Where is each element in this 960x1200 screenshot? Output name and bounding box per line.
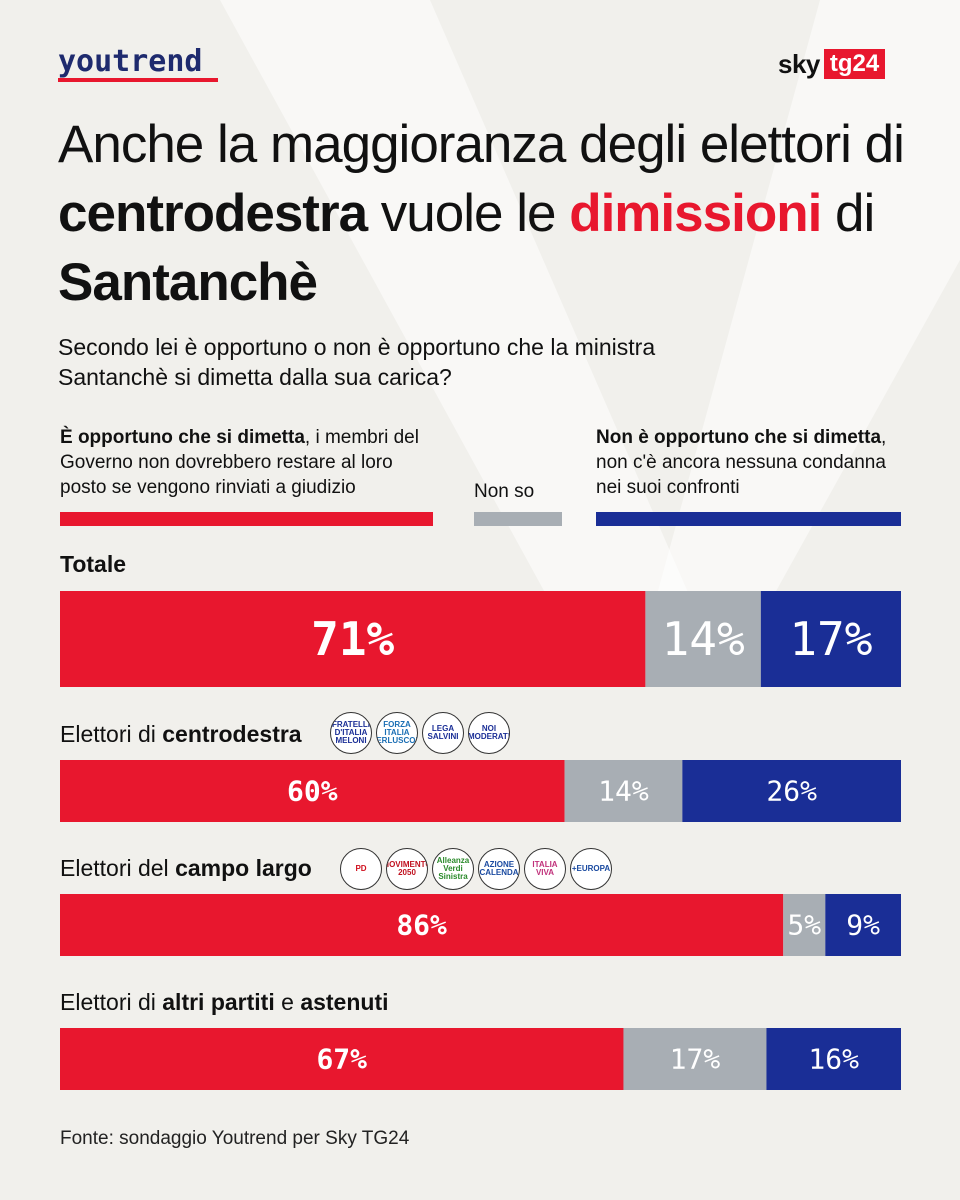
bar-label-altri-series-1: 17% xyxy=(670,1043,721,1076)
category-label-altri-plain: Elettori di xyxy=(60,989,163,1015)
bar-totale-series-0 xyxy=(60,591,646,687)
bar-label-totale-series-0: 71% xyxy=(311,612,394,666)
party-logo-piu-europa: +EUROPA xyxy=(570,848,612,890)
category-label-campo-largo-bold: campo largo xyxy=(175,855,312,881)
headline-part3: di xyxy=(821,184,875,243)
legend-grey: Non so xyxy=(474,481,535,502)
category-label-campo-largo: Elettori del campo largo xyxy=(60,855,312,882)
category-label-altri: Elettori di altri partiti e astenuti xyxy=(60,989,389,1016)
source-note: Fonte: sondaggio Youtrend per Sky TG24 xyxy=(60,1128,410,1149)
legend-red-rest: , i membri del Governo non dovrebbero re… xyxy=(60,427,419,498)
bar-centrodestra-series-2 xyxy=(682,760,901,822)
category-label-totale-bold: Totale xyxy=(60,551,127,577)
legend-red: È opportuno che si dimetta, i membri del… xyxy=(60,425,435,500)
headline-bold2: Santanchè xyxy=(58,253,318,312)
category-label-centrodestra-plain: Elettori di xyxy=(60,721,163,747)
party-logo-noi-moderati: NOI MODERATI xyxy=(468,712,510,754)
bar-label-totale-series-2: 17% xyxy=(789,612,872,666)
bar-campo-largo-series-0 xyxy=(60,894,784,956)
headline-bold1: centrodestra xyxy=(58,184,368,243)
headline-part1: Anche la maggioranza degli elettori di xyxy=(58,115,905,174)
legend-blue-rest: , non c'è ancora nessuna condanna nei su… xyxy=(596,427,887,498)
tg24-logo-text: tg24 xyxy=(823,49,886,79)
bar-campo-largo-series-2 xyxy=(825,894,901,956)
skytg24-logo: sky tg24 xyxy=(778,48,886,80)
category-label-centrodestra: Elettori di centrodestra xyxy=(60,721,302,748)
legend-red-bold: È opportuno che si dimetta xyxy=(60,427,305,448)
bar-centrodestra-series-0 xyxy=(60,760,565,822)
bar-centrodestra-series-1 xyxy=(564,760,683,822)
legend-blue-swatch xyxy=(596,512,901,526)
bar-label-campo-largo-series-0: 86% xyxy=(396,909,447,942)
party-logo-pd: PD xyxy=(340,848,382,890)
party-logo-azione: AZIONE CALENDA xyxy=(478,848,520,890)
bar-label-campo-largo-series-1: 5% xyxy=(787,909,821,942)
bar-label-centrodestra-series-0: 60% xyxy=(287,775,338,808)
headline: Anche la maggioranza degli elettori di c… xyxy=(58,110,918,317)
category-label-altri-mid: e xyxy=(274,989,301,1015)
bar-altri-series-1 xyxy=(623,1028,767,1090)
category-label-totale: Totale xyxy=(60,551,126,578)
bar-label-centrodestra-series-1: 14% xyxy=(598,775,649,808)
category-label-altri-bold2: astenuti xyxy=(300,989,389,1015)
subtitle: Secondo lei è opportuno o non è opportun… xyxy=(58,334,656,390)
headline-part2: vuole le xyxy=(367,184,570,243)
bar-totale-series-2 xyxy=(760,591,901,687)
bar-label-campo-largo-series-2: 9% xyxy=(846,909,880,942)
bar-label-centrodestra-series-2: 26% xyxy=(766,775,817,808)
legend-red-swatch xyxy=(60,512,433,526)
category-label-altri-bold: altri partiti xyxy=(162,989,275,1015)
party-logo-m5s: MOVIMENTO 2050 xyxy=(386,848,428,890)
legend-blue: Non è opportuno che si dimetta, non c'è … xyxy=(596,425,906,500)
party-logo-fdi: FRATELLI D'ITALIA MELONI xyxy=(330,712,372,754)
legend-grey-swatch xyxy=(474,512,562,526)
category-label-centrodestra-bold: centrodestra xyxy=(162,721,302,747)
party-logo-avs: Alleanza Verdi Sinistra xyxy=(432,848,474,890)
headline-red: dimissioni xyxy=(569,184,822,243)
youtrend-logo-underline xyxy=(58,78,218,82)
youtrend-logo: youtrend xyxy=(58,44,203,79)
party-logo-lega: LEGA SALVINI xyxy=(422,712,464,754)
party-logo-fi: FORZA ITALIA BERLUSCONI xyxy=(376,712,418,754)
legend-blue-bold: Non è opportuno che si dimetta xyxy=(596,427,882,448)
bar-totale-series-1 xyxy=(645,591,761,687)
category-label-campo-largo-plain: Elettori del xyxy=(60,855,176,881)
centrodestra-party-logos: FRATELLI D'ITALIA MELONI FORZA ITALIA BE… xyxy=(330,712,514,754)
bar-altri-series-0 xyxy=(60,1028,624,1090)
bar-campo-largo-series-1 xyxy=(783,894,826,956)
bar-altri-series-2 xyxy=(766,1028,901,1090)
sky-logo-text: sky xyxy=(778,48,820,79)
party-logo-italia-viva: ITALIA VIVA xyxy=(524,848,566,890)
bar-label-altri-series-0: 67% xyxy=(316,1043,367,1076)
bar-label-totale-series-1: 14% xyxy=(662,612,745,666)
bar-label-altri-series-2: 16% xyxy=(808,1043,859,1076)
campo-largo-party-logos: PD MOVIMENTO 2050 Alleanza Verdi Sinistr… xyxy=(340,848,616,890)
